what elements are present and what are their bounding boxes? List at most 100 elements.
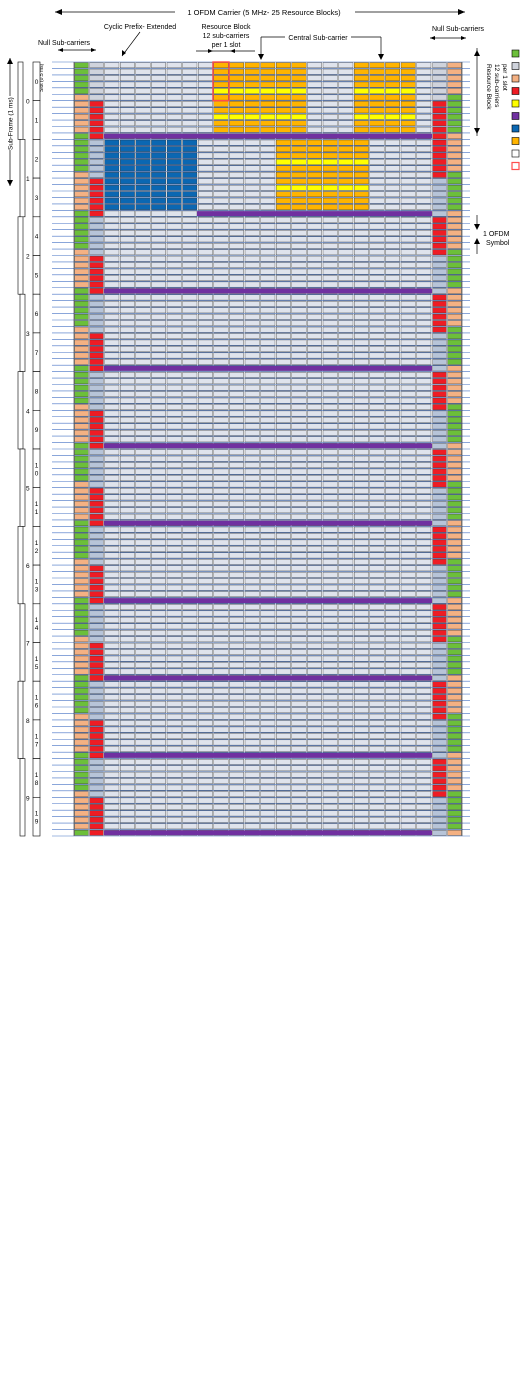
resource-element bbox=[416, 655, 432, 662]
resource-element bbox=[151, 617, 166, 623]
resource-element bbox=[104, 688, 120, 694]
resource-element bbox=[104, 552, 120, 559]
resource-element bbox=[104, 791, 120, 797]
resource-element bbox=[354, 449, 369, 456]
resource-element bbox=[369, 339, 385, 346]
resource-element bbox=[151, 107, 166, 114]
resource-element bbox=[322, 320, 338, 327]
resource-element bbox=[291, 571, 307, 578]
resource-element bbox=[151, 81, 166, 88]
resource-element bbox=[322, 384, 338, 391]
resource-element bbox=[135, 172, 151, 178]
resource-element bbox=[400, 591, 416, 597]
resource-element bbox=[151, 733, 166, 739]
resource-element bbox=[89, 275, 104, 281]
resource-element bbox=[166, 617, 182, 623]
resource-element bbox=[291, 655, 307, 662]
resource-element bbox=[369, 378, 385, 385]
resource-element bbox=[182, 384, 198, 391]
resource-element bbox=[432, 746, 447, 752]
resource-element bbox=[260, 397, 276, 404]
subframe-number: 3 bbox=[26, 331, 30, 338]
resource-element bbox=[151, 230, 166, 236]
resource-element bbox=[213, 655, 229, 662]
resource-element bbox=[291, 126, 307, 133]
resource-element bbox=[385, 139, 400, 146]
resource-element bbox=[74, 700, 89, 707]
resource-element bbox=[291, 559, 307, 565]
resource-element bbox=[400, 778, 416, 784]
resource-element bbox=[354, 165, 369, 172]
resource-element bbox=[307, 726, 322, 733]
resource-element bbox=[291, 726, 307, 733]
resource-element bbox=[354, 700, 369, 707]
resource-element bbox=[416, 784, 432, 791]
resource-element bbox=[120, 410, 135, 417]
resource-element bbox=[260, 94, 276, 101]
resource-element bbox=[432, 584, 447, 591]
resource-element bbox=[354, 114, 369, 120]
resource-element bbox=[244, 539, 260, 546]
resource-element bbox=[198, 565, 213, 572]
resource-element bbox=[151, 642, 166, 649]
resource-element bbox=[166, 578, 182, 585]
resource-element bbox=[244, 436, 260, 443]
resource-element bbox=[432, 249, 447, 256]
resource-element bbox=[135, 636, 151, 643]
resource-element bbox=[244, 817, 260, 823]
resource-element bbox=[104, 165, 120, 172]
resource-element bbox=[120, 307, 135, 314]
resource-element bbox=[182, 204, 198, 210]
resource-element bbox=[322, 430, 338, 436]
resource-element bbox=[369, 191, 385, 198]
resource-element bbox=[322, 823, 338, 830]
resource-element bbox=[213, 346, 229, 352]
resource-element bbox=[416, 713, 432, 720]
resource-element bbox=[120, 255, 135, 262]
resource-element bbox=[354, 578, 369, 585]
resource-element bbox=[338, 604, 354, 610]
resource-element bbox=[213, 604, 229, 610]
resource-element bbox=[74, 326, 89, 333]
resource-element bbox=[385, 507, 400, 514]
resource-element bbox=[166, 784, 182, 791]
resource-element bbox=[338, 526, 354, 533]
subframe-number: 1 bbox=[26, 176, 30, 183]
resource-element bbox=[307, 68, 322, 75]
resource-element bbox=[104, 810, 120, 817]
resource-element bbox=[307, 668, 322, 675]
resource-element bbox=[166, 604, 182, 610]
resource-element bbox=[151, 391, 166, 397]
resource-element bbox=[369, 539, 385, 546]
legend-swatch bbox=[511, 99, 520, 108]
resource-element bbox=[213, 778, 229, 784]
resource-element bbox=[432, 178, 447, 185]
resource-element bbox=[416, 501, 432, 507]
resource-element bbox=[151, 94, 166, 101]
resource-element bbox=[432, 771, 447, 778]
resource-element bbox=[151, 720, 166, 726]
resource-element bbox=[74, 520, 89, 526]
resource-element bbox=[322, 707, 338, 714]
resource-element bbox=[74, 120, 89, 127]
resource-element bbox=[354, 488, 369, 494]
resource-element bbox=[291, 823, 307, 830]
resource-element bbox=[354, 642, 369, 649]
resource-element bbox=[104, 410, 120, 417]
resource-element bbox=[89, 217, 104, 223]
resource-element bbox=[400, 694, 416, 701]
resource-element bbox=[198, 662, 213, 668]
resource-element bbox=[416, 649, 432, 655]
resource-element bbox=[416, 410, 432, 417]
resource-element bbox=[213, 126, 229, 133]
resource-element bbox=[120, 152, 135, 159]
resource-element bbox=[354, 384, 369, 391]
resource-element bbox=[338, 617, 354, 623]
resource-element bbox=[244, 739, 260, 746]
resource-element bbox=[369, 713, 385, 720]
resource-element bbox=[322, 546, 338, 552]
resource-element bbox=[291, 565, 307, 572]
resource-element bbox=[354, 159, 369, 165]
resource-element bbox=[89, 449, 104, 456]
resource-element bbox=[276, 726, 291, 733]
